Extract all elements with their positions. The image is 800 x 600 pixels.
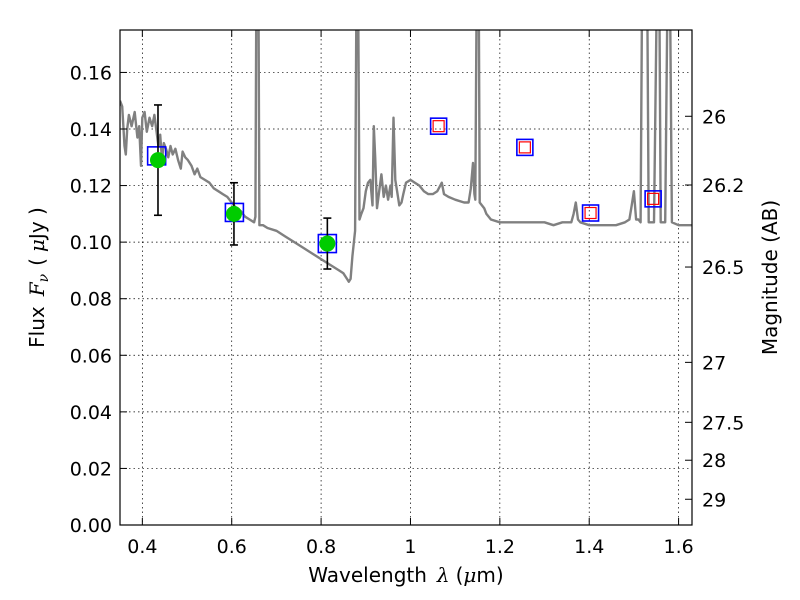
model-inner-square — [518, 141, 531, 154]
x-tick-label: 1.4 — [574, 536, 604, 558]
x-tick-label: 0.4 — [127, 536, 157, 558]
x-tick-label: 1 — [404, 536, 416, 558]
model-inner-square — [584, 206, 597, 220]
grid-lines — [120, 30, 692, 526]
y-axis-title: FluxFν(μJy ) — [25, 207, 52, 348]
y2-tick-label: 26.2 — [702, 175, 744, 197]
model-inner-square — [647, 192, 660, 205]
y2-tick-label: 26 — [702, 106, 726, 128]
right-axis-title: Magnitude (AB) — [758, 200, 782, 355]
sed-template-line — [120, 30, 692, 283]
model-square — [516, 138, 534, 157]
observed-point — [225, 205, 242, 222]
plot-area — [120, 30, 692, 283]
y-tick-label: 0.04 — [70, 402, 112, 424]
y-tick-label: 0.00 — [70, 515, 112, 537]
y2-tick-label: 28 — [702, 450, 726, 472]
model-square — [581, 204, 600, 222]
x-tick-label: 1.6 — [663, 536, 693, 558]
x-axis-title: Wavelength λ (μm) — [308, 563, 503, 587]
y-tick-label: 0.02 — [70, 458, 112, 480]
y2-tick-label: 27.5 — [702, 412, 744, 434]
y-tick-label: 0.06 — [70, 345, 112, 367]
tick-marks — [120, 30, 692, 526]
y2-tick-label: 26.5 — [702, 257, 744, 279]
y-tick-label: 0.08 — [70, 289, 112, 311]
model-inner-square — [432, 120, 445, 133]
axes-frame — [119, 29, 693, 526]
x-tick-label: 1.2 — [485, 536, 515, 558]
model-square — [429, 117, 448, 135]
x-tick-label: 0.6 — [217, 536, 247, 558]
y2-tick-label: 27 — [702, 352, 726, 374]
tick-labels: 0.4 0.6 0.8 1 1.2 1.4 1.6 0.00 0.02 0.04 0.06 0.08 0… — [70, 62, 745, 558]
x-tick-label: 0.8 — [306, 536, 336, 558]
model-square — [644, 190, 662, 208]
y-tick-label: 0.16 — [70, 62, 112, 84]
y2-tick-label: 29 — [702, 489, 726, 511]
y-tick-label: 0.10 — [70, 232, 112, 254]
observed-point — [319, 235, 336, 252]
y-tick-label: 0.12 — [70, 176, 112, 198]
y-tick-label: 0.14 — [70, 119, 112, 141]
observed-point — [149, 152, 166, 169]
